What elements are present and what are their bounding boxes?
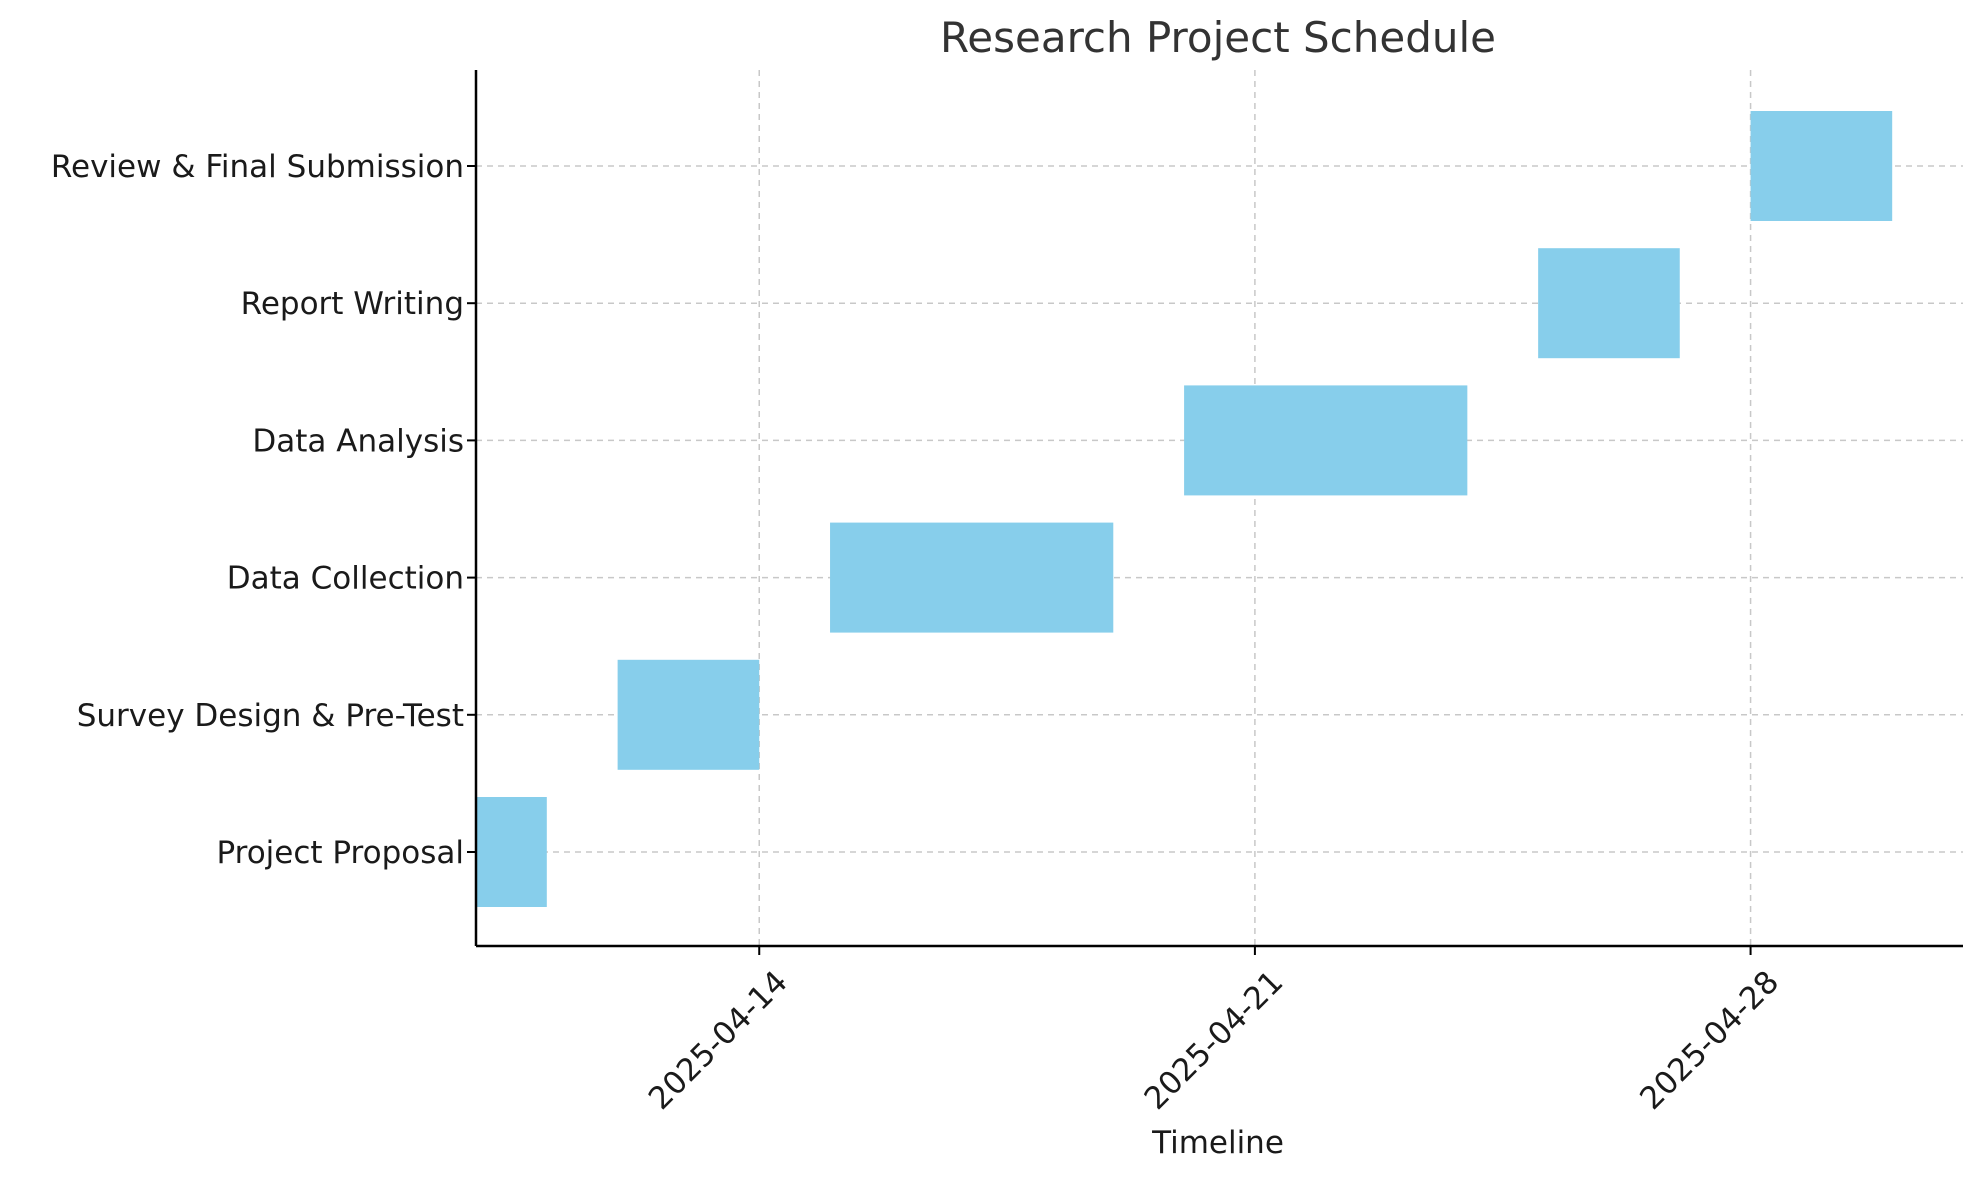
y-tick-label: Report Writing	[241, 286, 464, 322]
bars	[476, 111, 1893, 907]
task-bar	[476, 797, 547, 907]
task-bar	[1750, 111, 1893, 221]
task-bar	[830, 522, 1114, 633]
task-bar	[617, 659, 760, 770]
chart-title: Research Project Schedule	[940, 13, 1496, 62]
y-tick-label: Review & Final Submission	[51, 149, 464, 185]
task-bar	[1184, 385, 1468, 496]
x-axis-label: Timeline	[1151, 1125, 1284, 1161]
tick-labels: Project Proposal Survey Design & Pre-Test…	[51, 149, 1786, 1117]
y-tick-label: Survey Design & Pre-Test	[77, 698, 464, 734]
y-tick-label: Data Analysis	[252, 423, 464, 459]
x-tick-label: 2025-04-14	[642, 964, 795, 1117]
x-tick-label: 2025-04-28	[1633, 964, 1786, 1117]
axes	[474, 70, 1963, 948]
grid-lines	[476, 70, 1963, 946]
task-bar	[1538, 248, 1680, 359]
x-tick-label: 2025-04-21	[1138, 964, 1291, 1117]
y-tick-label: Project Proposal	[216, 835, 464, 871]
y-tick-label: Data Collection	[227, 561, 464, 597]
